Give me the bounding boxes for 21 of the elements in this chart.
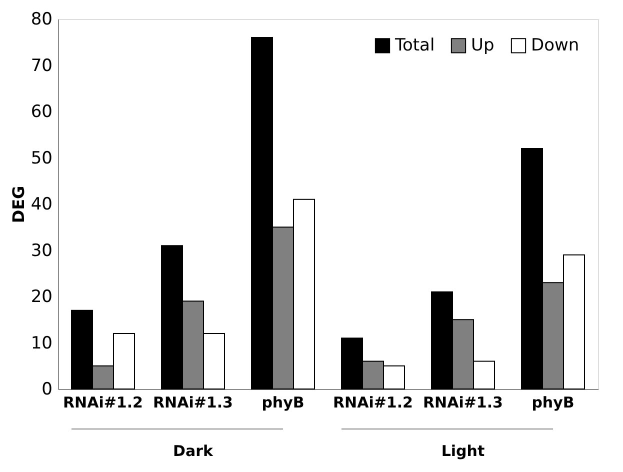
y-tick-label: 60 xyxy=(30,102,52,122)
y-tick-label: 80 xyxy=(30,10,52,30)
x-tick-label: RNAi#1.3 xyxy=(423,394,503,412)
y-tick-label: 30 xyxy=(30,240,52,261)
x-tick-label: phyB xyxy=(262,394,304,412)
y-tick-label: 10 xyxy=(30,333,52,354)
text: Dark xyxy=(173,442,214,460)
y-tick-label: 20 xyxy=(30,287,52,307)
legend-label: Down xyxy=(531,36,580,56)
legend-label: Total xyxy=(394,36,435,56)
y-tick-label: 40 xyxy=(30,194,52,214)
legend-label: Up xyxy=(471,36,494,56)
y-tick-label: 50 xyxy=(30,148,52,168)
y-axis-title: DEG xyxy=(8,186,28,224)
x-tick-label: RNAi#1.3 xyxy=(153,394,233,412)
x-tick-label: RNAi#1.2 xyxy=(63,394,143,412)
y-tick-label: 70 xyxy=(30,56,52,76)
text: Light xyxy=(441,442,485,460)
x-tick-label: phyB xyxy=(532,394,574,412)
x-tick-label: RNAi#1.2 xyxy=(333,394,413,412)
y-tick-label: 0 xyxy=(42,380,52,400)
